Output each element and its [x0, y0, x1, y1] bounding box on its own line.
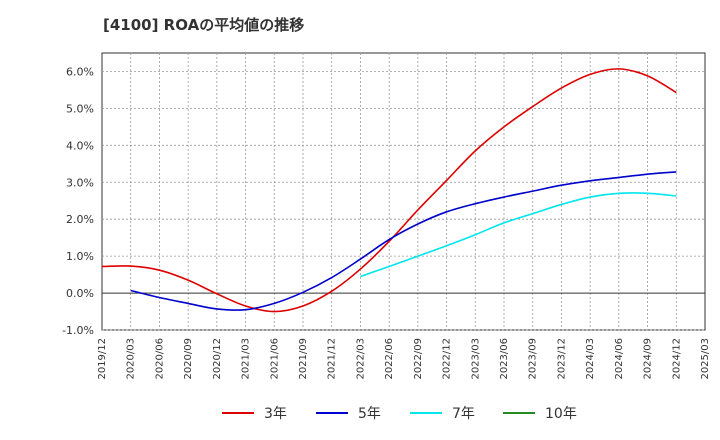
x-tick-label: 2021/03 [241, 338, 252, 380]
legend: 3年 5年 7年 10年 [222, 406, 577, 422]
y-tick-label: 1.0% [66, 250, 94, 263]
x-tick-label: 2023/09 [528, 338, 539, 380]
x-tick-label: 2020/12 [212, 338, 223, 380]
x-tick-label: 2023/03 [470, 338, 481, 380]
x-axis-ticks: 2019/12 2020/03 2020/06 2020/09 2020/12 2021/… [97, 338, 711, 380]
x-tick-label: 2021/12 [327, 338, 338, 380]
x-tick-label: 2021/06 [269, 338, 280, 380]
y-tick-label: 0.0% [66, 287, 94, 300]
x-tick-label: 2023/06 [499, 338, 510, 380]
legend-label-1: 5年 [358, 406, 381, 422]
y-tick-label: 3.0% [66, 176, 94, 189]
x-tick-label: 2019/12 [97, 338, 108, 380]
x-tick-label: 2022/12 [442, 338, 453, 380]
y-axis-ticks: -1.0% 0.0% 1.0% 2.0% 3.0% 4.0% 5.0% 6.0% [62, 65, 94, 337]
y-tick-label: -1.0% [62, 324, 94, 337]
plot-area [101, 52, 706, 331]
x-tick-label: 2022/03 [355, 338, 366, 380]
x-tick-label: 2022/09 [413, 338, 424, 380]
chart-title: [4100] ROAの平均値の推移 [103, 16, 304, 34]
series-line-2 [360, 192, 677, 278]
y-tick-label: 4.0% [66, 139, 94, 152]
x-tick-label: 2020/06 [154, 338, 165, 380]
y-tick-label: 5.0% [66, 102, 94, 115]
x-tick-label: 2025/03 [700, 338, 711, 380]
x-tick-label: 2020/09 [183, 338, 194, 380]
x-tick-label: 2020/03 [126, 338, 137, 380]
legend-label-2: 7年 [452, 406, 475, 422]
x-tick-label: 2024/09 [643, 338, 654, 380]
x-tick-label: 2021/09 [298, 338, 309, 380]
x-tick-label: 2022/06 [384, 338, 395, 380]
y-tick-label: 6.0% [66, 65, 94, 78]
series-line-0 [101, 68, 677, 313]
x-tick-label: 2024/03 [585, 338, 596, 380]
series-line-1 [130, 171, 677, 311]
y-tick-label: 2.0% [66, 213, 94, 226]
grid-lines [102, 53, 705, 331]
x-tick-label: 2024/12 [671, 338, 682, 380]
series-lines [101, 68, 677, 313]
legend-label-0: 3年 [264, 406, 287, 422]
x-tick-label: 2023/12 [556, 338, 567, 380]
x-tick-label: 2024/06 [614, 338, 625, 380]
legend-label-3: 10年 [545, 406, 577, 422]
